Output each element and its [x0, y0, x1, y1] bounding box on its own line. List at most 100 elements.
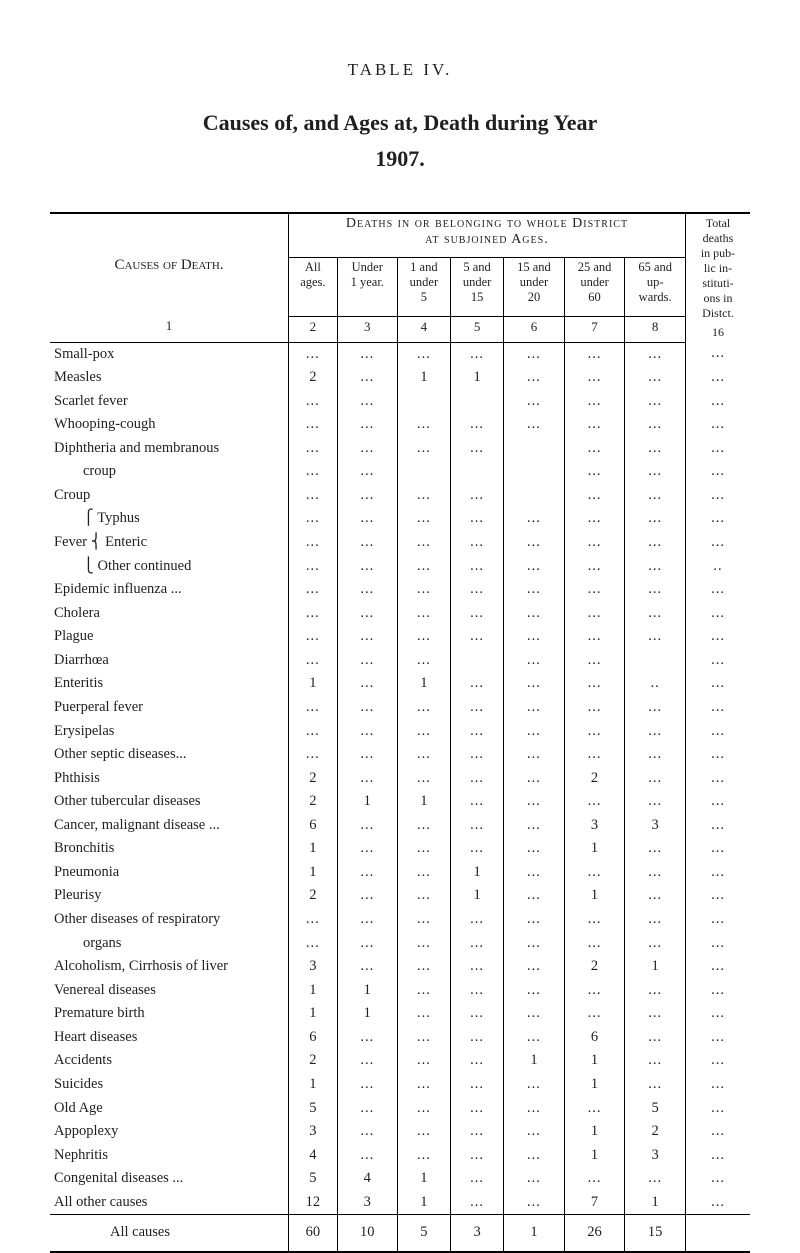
value-cell: ...	[686, 1073, 751, 1097]
value-cell: ...	[397, 861, 450, 885]
value-cell: ...	[450, 1049, 503, 1073]
cause-cell: Heart diseases	[50, 1026, 289, 1050]
value-cell: 3	[337, 1191, 397, 1215]
cause-cell: Other diseases of respiratory	[50, 908, 289, 932]
value-cell: 1	[564, 1144, 625, 1168]
value-cell: ...	[564, 625, 625, 649]
value-cell: ...	[337, 814, 397, 838]
value-cell: ...	[504, 1191, 565, 1215]
total-cell: 15	[625, 1215, 686, 1252]
cause-cell: Suicides	[50, 1073, 289, 1097]
value-cell: ...	[289, 908, 338, 932]
value-cell: ...	[337, 460, 397, 484]
value-cell	[450, 649, 503, 673]
value-cell: 2	[625, 1120, 686, 1144]
value-cell: ...	[625, 1002, 686, 1026]
col-index: 2	[289, 316, 338, 342]
value-cell: ...	[625, 767, 686, 791]
value-cell: ...	[564, 908, 625, 932]
value-cell: ...	[337, 531, 397, 555]
value-cell: ...	[625, 578, 686, 602]
value-cell: ...	[504, 1120, 565, 1144]
value-cell: 1	[625, 955, 686, 979]
value-cell: ...	[686, 437, 751, 461]
value-cell: ...	[686, 1049, 751, 1073]
value-cell: 1	[397, 1167, 450, 1191]
value-cell: ...	[397, 1073, 450, 1097]
value-cell: ...	[686, 1002, 751, 1026]
cause-cell: Nephritis	[50, 1144, 289, 1168]
value-cell: ...	[564, 720, 625, 744]
total-col-line: lic in-	[690, 261, 746, 276]
value-cell: ...	[337, 861, 397, 885]
table-row: Cholera........................	[50, 602, 750, 626]
value-cell: ...	[504, 342, 565, 366]
value-cell: ...	[686, 1191, 751, 1215]
subcol: 5	[402, 290, 446, 305]
value-cell: 2	[289, 884, 338, 908]
value-cell: ...	[337, 767, 397, 791]
value-cell	[450, 390, 503, 414]
value-cell: ...	[564, 649, 625, 673]
value-cell: ...	[625, 1167, 686, 1191]
value-cell: ...	[397, 484, 450, 508]
value-cell: ...	[686, 649, 751, 673]
value-cell: ...	[397, 955, 450, 979]
total-label: All causes	[50, 1215, 289, 1252]
col-index: 6	[504, 316, 565, 342]
value-cell: ...	[337, 578, 397, 602]
value-cell: ...	[625, 507, 686, 531]
value-cell: 12	[289, 1191, 338, 1215]
cause-cell: Alcoholism, Cirrhosis of liver	[50, 955, 289, 979]
value-cell: ...	[686, 460, 751, 484]
value-cell: ...	[337, 649, 397, 673]
value-cell: ...	[397, 884, 450, 908]
value-cell: ...	[625, 884, 686, 908]
subcol: 60	[569, 290, 621, 305]
value-cell: ...	[504, 720, 565, 744]
value-cell: ...	[625, 555, 686, 579]
value-cell: 1	[397, 672, 450, 696]
value-cell: 1	[564, 1049, 625, 1073]
table-row: Diarrhœa..................	[50, 649, 750, 673]
value-cell: ...	[337, 955, 397, 979]
table-row: Other septic diseases...................…	[50, 743, 750, 767]
value-cell: ...	[564, 743, 625, 767]
value-cell: ...	[625, 720, 686, 744]
value-cell: ...	[686, 790, 751, 814]
value-cell: ...	[289, 696, 338, 720]
value-cell: ...	[289, 743, 338, 767]
subcol: under	[402, 275, 446, 290]
table-head: Causes of Death. Deaths in or belonging …	[50, 213, 750, 342]
table-row: Scarlet fever..................	[50, 390, 750, 414]
value-cell: ...	[337, 507, 397, 531]
value-cell: ...	[564, 602, 625, 626]
value-cell: ...	[686, 720, 751, 744]
value-cell: ...	[686, 531, 751, 555]
value-cell: ...	[289, 413, 338, 437]
value-cell: ...	[289, 720, 338, 744]
value-cell: ...	[504, 1026, 565, 1050]
value-cell: ...	[397, 1097, 450, 1121]
value-cell	[625, 649, 686, 673]
total-col-line: in pub-	[690, 246, 746, 261]
value-cell: ...	[397, 743, 450, 767]
value-cell: 5	[289, 1167, 338, 1191]
cause-cell: organs	[50, 932, 289, 956]
value-cell: ...	[397, 1026, 450, 1050]
subcol: 1 and	[402, 260, 446, 275]
value-cell: ...	[450, 1167, 503, 1191]
value-cell: 1	[450, 861, 503, 885]
value-cell: ...	[686, 932, 751, 956]
value-cell: ...	[564, 460, 625, 484]
value-cell: ...	[450, 437, 503, 461]
value-cell: ..	[625, 672, 686, 696]
total-cell: 5	[397, 1215, 450, 1252]
value-cell: ...	[625, 460, 686, 484]
value-cell: ...	[337, 413, 397, 437]
value-cell: ...	[337, 908, 397, 932]
value-cell: 7	[564, 1191, 625, 1215]
value-cell: ...	[289, 342, 338, 366]
value-cell: 3	[564, 814, 625, 838]
value-cell: ...	[686, 578, 751, 602]
